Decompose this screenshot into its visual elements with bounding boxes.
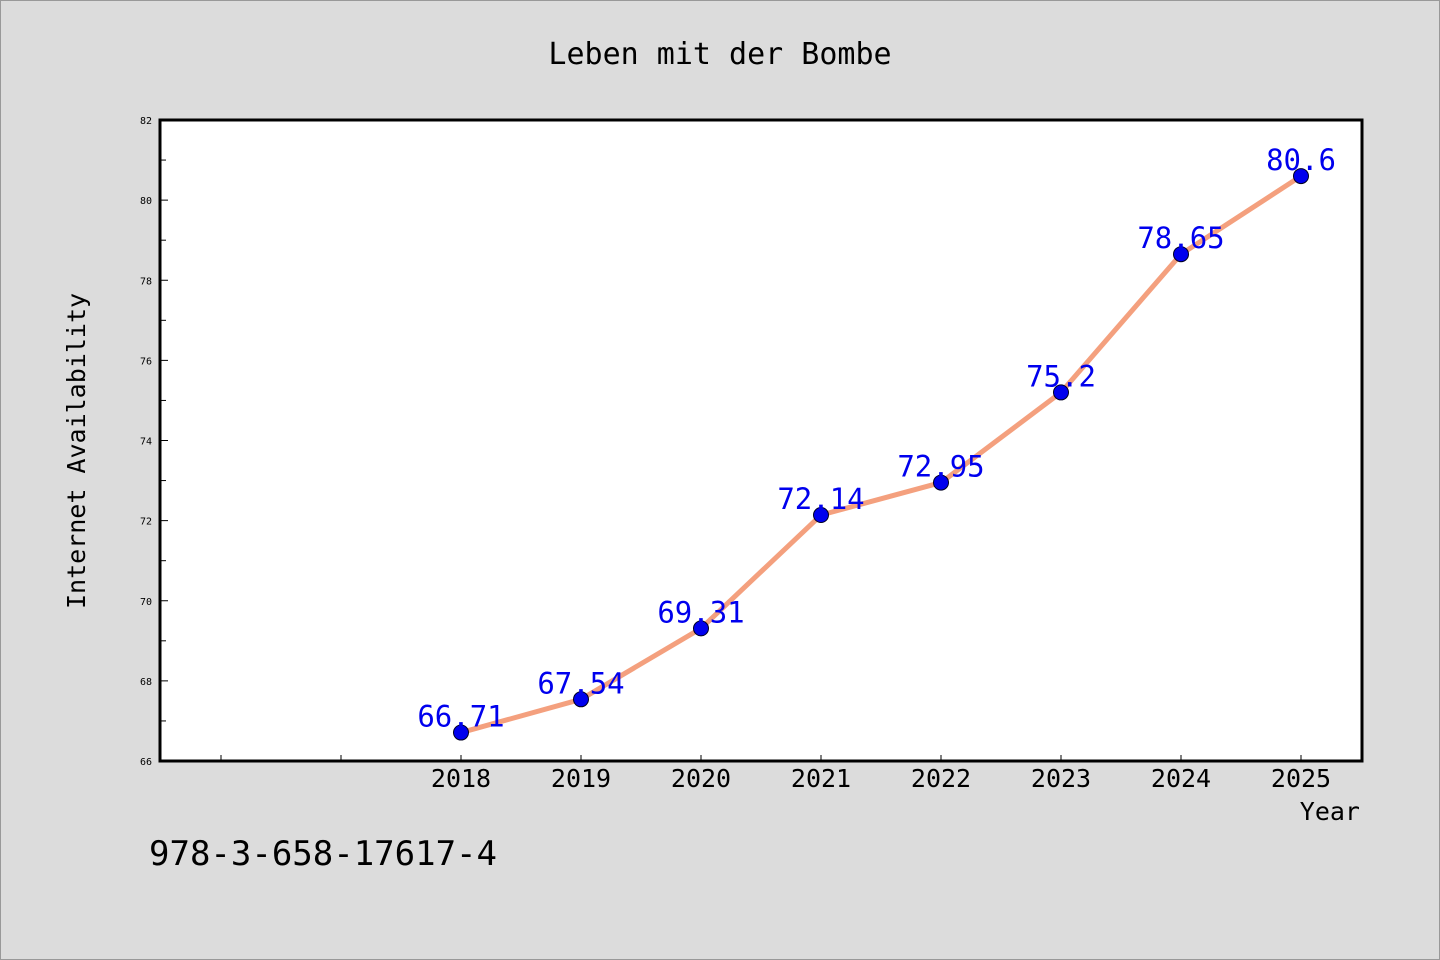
x-tick-label: 2023 — [1031, 764, 1091, 793]
x-tick-label: 2025 — [1271, 764, 1331, 793]
y-axis-label: Internet Availability — [62, 293, 91, 609]
footer-isbn: 978-3-658-17617-4 — [149, 834, 497, 874]
data-point — [933, 474, 949, 491]
y-tick-label: 66 — [140, 757, 152, 768]
data-point — [813, 507, 829, 524]
y-axis: 66 68 70 72 74 76 78 80 82 — [140, 116, 168, 768]
x-tick-label: 2022 — [911, 764, 971, 793]
data-label: 69.31 — [657, 595, 744, 629]
data-label: 75.2 — [1026, 359, 1096, 393]
data-point — [1293, 168, 1309, 185]
data-point — [1053, 384, 1069, 401]
chart-title: Leben mit der Bombe — [548, 37, 891, 72]
data-label: 72.14 — [777, 482, 864, 516]
data-label: 78.65 — [1137, 221, 1224, 255]
data-label: 66.71 — [417, 700, 504, 734]
data-label: 72.95 — [897, 450, 984, 484]
series-line — [460, 173, 1303, 735]
data-labels: 66.71 67.54 69.31 72.14 72.95 75.2 78.65 80.6 — [417, 143, 1336, 733]
y-tick-label: 76 — [140, 356, 152, 367]
y-tick-label: 74 — [140, 437, 152, 448]
y-tick-label: 78 — [140, 276, 152, 287]
y-tick-label: 80 — [140, 196, 152, 207]
data-point — [573, 691, 589, 708]
y-tick-label: 82 — [140, 116, 152, 127]
x-tick-label: 2021 — [791, 764, 851, 793]
x-tick-label: 2018 — [431, 764, 491, 793]
x-tick-label: 2020 — [671, 764, 731, 793]
data-label: 80.6 — [1266, 143, 1336, 177]
data-point — [453, 724, 469, 741]
data-points — [453, 168, 1309, 741]
x-axis: 2018 2019 2020 2021 2022 2023 2024 2025 — [220, 755, 1331, 793]
y-tick-label: 72 — [140, 517, 152, 528]
data-point — [693, 620, 709, 637]
data-point — [1173, 246, 1189, 263]
x-axis-label: Year — [1300, 797, 1360, 826]
y-tick-label: 68 — [140, 677, 152, 688]
x-tick-label: 2024 — [1151, 764, 1211, 793]
y-tick-label: 70 — [140, 597, 152, 608]
plot-area — [158, 118, 1364, 763]
data-label: 67.54 — [537, 666, 624, 700]
x-tick-label: 2019 — [551, 764, 611, 793]
